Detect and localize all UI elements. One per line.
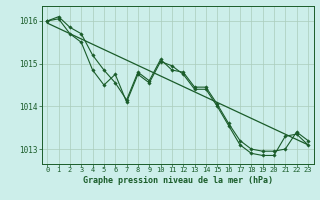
X-axis label: Graphe pression niveau de la mer (hPa): Graphe pression niveau de la mer (hPa) [83, 176, 273, 185]
